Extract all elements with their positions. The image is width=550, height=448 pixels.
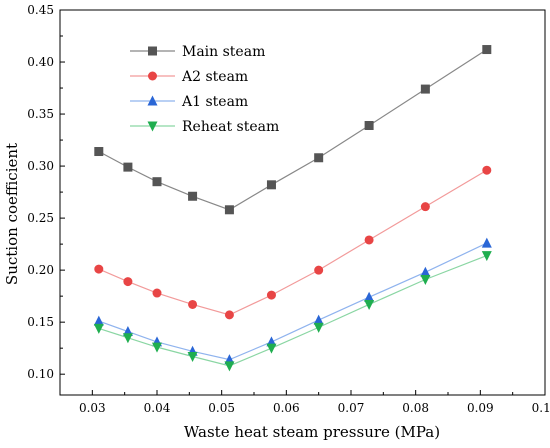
data-point <box>224 361 235 372</box>
data-point <box>266 290 276 300</box>
data-point <box>314 153 324 163</box>
data-point <box>314 265 324 275</box>
legend: Main steam A2 steam A1 steam Reheat steam <box>130 44 279 135</box>
y-axis: 0.10 0.15 0.20 0.25 0.30 0.35 0.40 0.45 <box>27 3 65 381</box>
series-line <box>98 49 488 211</box>
data-point <box>364 121 374 130</box>
legend-item: Main steam <box>130 44 265 60</box>
y-tick-label: 0.15 <box>27 315 54 329</box>
y-tick-label: 0.35 <box>27 107 54 121</box>
data-point <box>93 323 104 334</box>
data-point <box>224 310 234 320</box>
data-point <box>123 162 133 172</box>
legend-marker <box>147 95 158 106</box>
data-point <box>481 237 492 248</box>
series-a2-steam <box>94 165 492 320</box>
data-point <box>364 235 374 245</box>
data-point <box>188 191 198 201</box>
legend-marker <box>147 121 158 132</box>
y-tick-label: 0.25 <box>27 211 54 225</box>
data-point <box>152 177 162 187</box>
data-point <box>364 299 375 310</box>
series-reheat-steam <box>93 251 492 372</box>
data-point <box>420 202 430 212</box>
series-line <box>98 255 488 367</box>
data-point <box>94 264 104 274</box>
data-point <box>313 322 324 333</box>
legend-item: A1 steam <box>130 94 248 110</box>
legend-item: A2 steam <box>130 69 248 85</box>
data-point <box>364 291 375 302</box>
data-point <box>420 266 431 277</box>
series-layer <box>93 45 492 372</box>
data-point <box>93 315 104 326</box>
x-tick-label: 0.05 <box>208 401 235 415</box>
legend-label: Reheat steam <box>182 119 279 135</box>
plot-area <box>59 9 546 396</box>
data-point <box>482 165 492 175</box>
legend-label: Main steam <box>182 44 265 60</box>
data-point <box>188 299 198 309</box>
data-point <box>152 342 162 353</box>
x-tick-label: 0.04 <box>144 401 171 415</box>
x-tick-label: 0.10 <box>532 401 550 415</box>
data-point <box>123 277 133 287</box>
x-axis-title: Waste heat steam pressure (MPa) <box>184 423 440 441</box>
data-point <box>266 180 276 190</box>
x-tick-label: 0.03 <box>79 401 106 415</box>
data-point <box>481 251 492 262</box>
x-tick-label: 0.09 <box>467 401 494 415</box>
data-point <box>313 314 324 325</box>
y-axis-title: Suction coefficient <box>3 143 21 285</box>
data-point <box>94 147 104 157</box>
x-axis: 0.03 0.04 0.05 0.06 0.07 0.08 0.09 0.10 <box>59 390 550 415</box>
y-tick-label: 0.45 <box>27 3 54 17</box>
y-tick-label: 0.20 <box>27 263 54 277</box>
series-line <box>98 242 488 361</box>
series-main-steam <box>94 45 492 215</box>
data-point <box>224 205 234 215</box>
x-tick-label: 0.06 <box>273 401 300 415</box>
x-tick-label: 0.08 <box>402 401 429 415</box>
y-tick-label: 0.30 <box>27 159 54 173</box>
data-point <box>122 333 133 344</box>
data-point <box>187 352 198 362</box>
y-tick-label: 0.10 <box>27 367 54 381</box>
data-point <box>482 45 492 55</box>
data-point <box>420 84 430 94</box>
legend-marker <box>148 71 157 81</box>
data-point <box>266 343 277 354</box>
y-tick-label: 0.40 <box>27 55 54 69</box>
data-point <box>152 288 162 298</box>
series-line <box>98 169 488 316</box>
legend-label: A2 steam <box>181 69 248 85</box>
data-point <box>420 275 431 285</box>
legend-marker <box>148 46 157 56</box>
x-tick-label: 0.07 <box>338 401 365 415</box>
plot-border <box>59 9 546 396</box>
legend-label: A1 steam <box>181 94 248 110</box>
legend-item: Reheat steam <box>130 119 279 135</box>
